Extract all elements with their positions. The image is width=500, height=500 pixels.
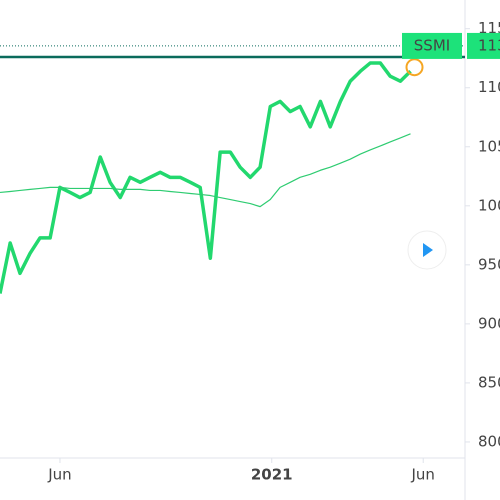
scroll-icon — [423, 243, 433, 257]
symbol-label: SSMI — [414, 36, 450, 54]
y-tick-label: 8000 — [478, 432, 500, 450]
y-tick-label: 9500 — [478, 255, 500, 273]
price-line — [0, 133, 411, 208]
x-tick-label: Jun — [47, 466, 71, 484]
price-line — [0, 61, 412, 294]
price-label: 11354 — [478, 36, 500, 54]
symbol-box — [402, 32, 462, 59]
y-tick-label: 11500 — [478, 19, 500, 37]
last-point — [405, 58, 424, 77]
plot-area — [0, 61, 412, 294]
y-tick-label: 11000 — [478, 78, 500, 96]
y-tick-label: 8500 — [478, 373, 500, 391]
y-tick-label: 10000 — [478, 196, 500, 214]
y-tick-label: 10500 — [478, 137, 500, 155]
price-box — [467, 32, 500, 59]
x-tick-label: Jun — [411, 466, 435, 484]
x-tick-label: 2021 — [251, 466, 293, 484]
y-tick-label: 9000 — [478, 314, 500, 332]
